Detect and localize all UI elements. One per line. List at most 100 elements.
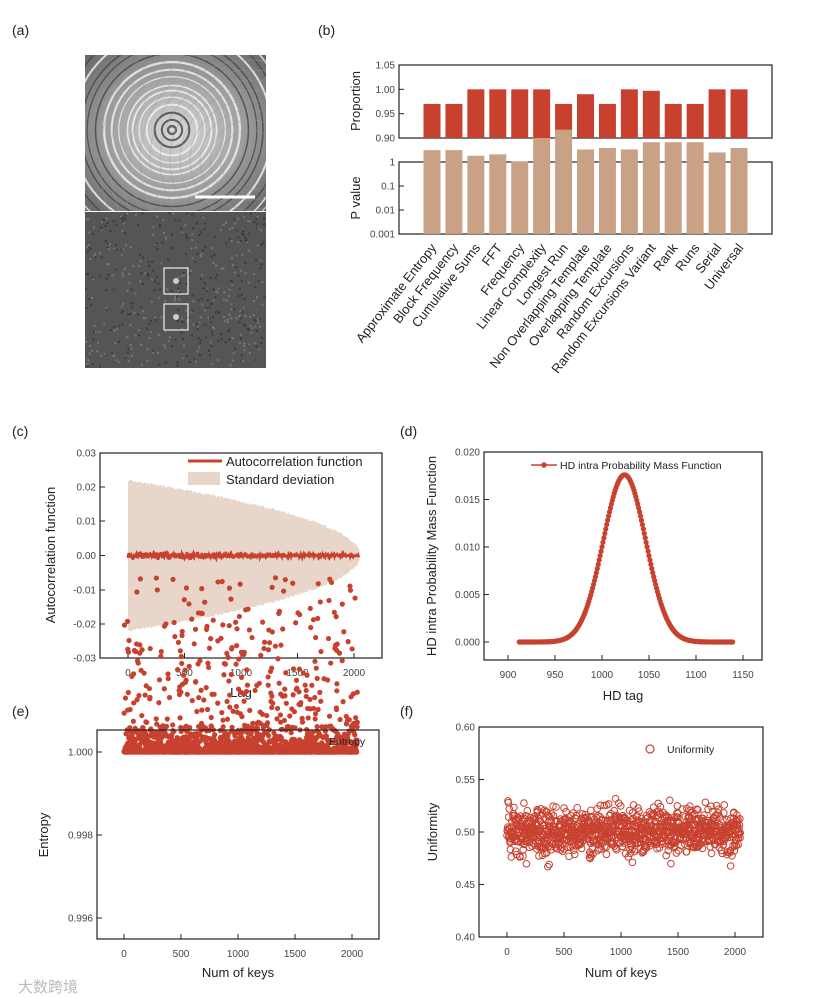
noise-pixel	[184, 224, 187, 227]
noise-pixel	[105, 277, 108, 280]
noise-pixel	[133, 311, 136, 314]
noise-pixel	[242, 306, 245, 309]
y-tick-label: 0.998	[68, 831, 93, 842]
noise-pixel	[112, 220, 115, 223]
entropy-point	[282, 693, 288, 699]
noise-pixel	[202, 249, 205, 252]
proportion-bar	[730, 89, 748, 138]
entropy-point	[170, 722, 176, 728]
entropy-point	[227, 704, 233, 710]
y-tick-label: 0.996	[68, 914, 93, 925]
noise-pixel	[181, 327, 184, 330]
noise-pixel	[162, 329, 165, 332]
noise-pixel	[111, 274, 114, 277]
noise-pixel	[228, 329, 231, 332]
entropy-point	[210, 617, 216, 623]
legend-std-label: Standard deviation	[226, 472, 334, 487]
entropy-point	[275, 656, 281, 662]
noise-pixel	[213, 254, 216, 257]
entropy-point	[204, 623, 210, 630]
noise-pixel	[88, 231, 91, 234]
uniformity-point	[505, 805, 514, 813]
proportion-bar	[511, 89, 529, 138]
noise-pixel	[167, 340, 170, 343]
noise-pixel	[259, 259, 262, 262]
y-tick-label: 0.00	[77, 551, 97, 562]
entropy-point	[233, 703, 240, 710]
legend-label: Uniformity	[667, 744, 715, 756]
x-tick-label: 2000	[341, 949, 364, 960]
noise-pixel	[170, 233, 173, 236]
entropy-point	[354, 737, 360, 743]
p-value-bar	[664, 142, 682, 234]
noise-pixel	[141, 310, 144, 313]
entropy-point	[229, 724, 235, 730]
noise-pixel	[200, 255, 203, 258]
noise-pixel	[151, 233, 154, 236]
noise-pixel	[104, 240, 107, 243]
uniformity-point	[593, 830, 601, 838]
noise-pixel	[234, 222, 237, 225]
noise-pixel	[120, 311, 123, 314]
entropy-point	[325, 635, 332, 642]
entropy-point	[334, 641, 340, 647]
noise-pixel	[186, 319, 189, 322]
uniformity-point	[728, 851, 736, 860]
noise-pixel	[217, 310, 220, 313]
ring	[209, 119, 266, 201]
entropy-point	[296, 689, 302, 695]
noise-pixel	[100, 221, 103, 224]
noise-pixel	[200, 277, 203, 280]
noise-pixel	[243, 298, 246, 301]
entropy-point	[224, 698, 230, 705]
entropy-point	[265, 674, 271, 680]
entropy-point	[137, 576, 144, 582]
noise-pixel	[247, 329, 250, 332]
noise-pixel	[231, 280, 234, 283]
entropy-point	[290, 666, 297, 672]
noise-pixel	[222, 267, 225, 270]
noise-pixel	[113, 247, 116, 250]
uniformity-point	[570, 846, 578, 854]
entropy-point	[137, 642, 143, 648]
uniformity-point	[720, 809, 728, 817]
noise-pixel	[201, 274, 204, 277]
y-tick-label: 0.60	[456, 723, 476, 734]
noise-pixel	[93, 324, 96, 327]
ring	[118, 76, 226, 184]
ring	[160, 118, 184, 142]
uniformity-point	[570, 850, 579, 859]
noise-pixel	[141, 282, 144, 285]
noise-pixel	[209, 276, 212, 279]
noise-pixel	[181, 274, 184, 277]
noise-pixel	[246, 327, 249, 330]
entropy-point	[125, 689, 131, 696]
noise-pixel	[227, 321, 230, 324]
p-value-bar	[423, 150, 441, 234]
p-value-bar	[555, 129, 573, 234]
noise-pixel	[249, 212, 252, 215]
noise-pixel	[182, 271, 185, 274]
noise-pixel	[106, 263, 109, 266]
noise-pixel	[231, 226, 234, 229]
noise-pixel	[243, 344, 246, 347]
entropy-point	[201, 697, 207, 703]
noise-pixel	[114, 268, 117, 271]
ring	[126, 84, 218, 176]
uniformity-point	[602, 850, 611, 859]
noise-pixel	[235, 254, 238, 257]
entropy-point	[130, 671, 137, 677]
proportion-bar	[445, 103, 463, 138]
entropy-point	[220, 724, 226, 730]
entropy-point	[264, 720, 271, 726]
noise-pixel	[196, 325, 199, 328]
y-tick-label: 0.001	[370, 230, 395, 241]
entropy-point	[315, 615, 321, 622]
noise-pixel	[259, 325, 262, 328]
entropy-point	[232, 733, 238, 739]
p-value-bar	[620, 149, 638, 234]
proportion-bar	[664, 103, 682, 138]
panel-label: (e)	[12, 703, 29, 719]
x-tick-label: 1500	[667, 947, 690, 958]
